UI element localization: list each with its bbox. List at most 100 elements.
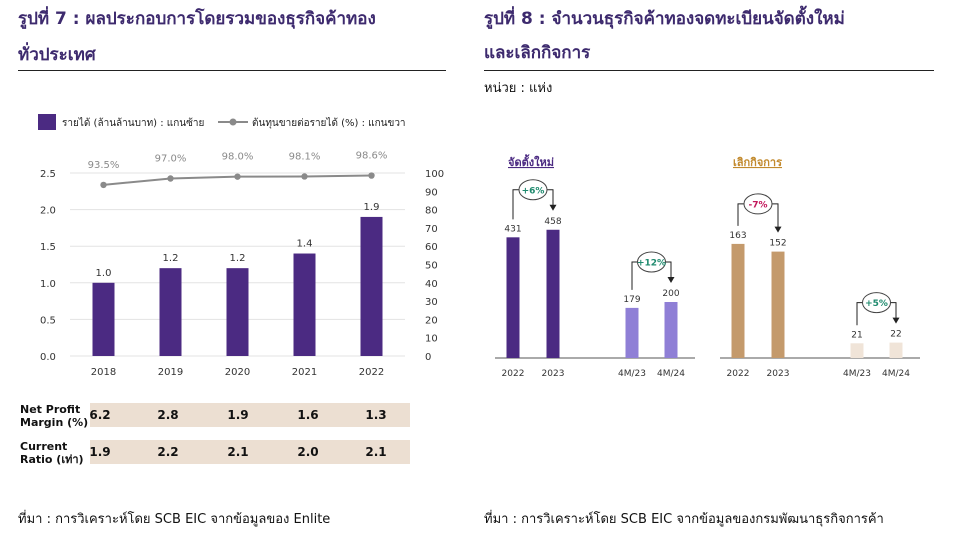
closed-bar-value: 22 xyxy=(890,330,901,340)
new-bar-value: 458 xyxy=(544,217,561,227)
closed-change-arrow xyxy=(774,226,782,233)
legend-label-cost: ต้นทุนขายต่อรายได้ (%) : แกนขวา xyxy=(252,117,406,129)
left-title-line1: รูปที่ 7 : ผลประกอบการโดยรวมของธุรกิจค้า… xyxy=(18,9,376,29)
right-title-line2: และเลิกกิจการ xyxy=(484,43,591,63)
table-cell: 1.3 xyxy=(365,408,387,422)
closed-change-badge xyxy=(862,292,891,314)
net-profit-margin-row: 6.2 2.8 1.9 1.6 1.3 xyxy=(89,403,410,427)
closed-bar-4M/24 xyxy=(889,342,903,358)
closed-bar-2022 xyxy=(731,243,745,358)
new-x-label: 2023 xyxy=(542,369,565,379)
table-row1-label: Net Profit Margin (%) xyxy=(20,403,89,429)
new-bar-2023 xyxy=(546,229,560,358)
left-title-line2: ทั่วประเทศ xyxy=(18,45,96,65)
new-bar-value: 200 xyxy=(662,289,679,299)
x-tick-label: 2019 xyxy=(158,367,183,378)
closed-x-label: 2022 xyxy=(727,369,750,379)
right-title-rule xyxy=(484,70,934,71)
y-right-tick-label: 100 xyxy=(425,169,444,180)
closed-bar-value: 152 xyxy=(769,239,786,249)
closed-change-label: -7% xyxy=(748,200,767,210)
y-right-tick-label: 30 xyxy=(425,297,438,308)
y-right-tick-label: 20 xyxy=(425,315,438,326)
y-right-tick-label: 80 xyxy=(425,206,438,217)
closed-bar-2023 xyxy=(771,251,785,358)
bar-value-label: 1.9 xyxy=(364,202,380,213)
y-right-tick-label: 10 xyxy=(425,334,438,345)
bar-revenue-2019 xyxy=(159,268,182,356)
new-change-label: +12% xyxy=(637,259,666,269)
bar-value-label: 1.2 xyxy=(163,253,179,264)
new-bar-2022 xyxy=(506,237,520,358)
table-cell: 2.1 xyxy=(227,445,249,459)
table-cell: 2.2 xyxy=(157,445,179,459)
y-right-tick-label: 0 xyxy=(425,352,431,363)
line-point-cost xyxy=(234,173,241,180)
new-change-arrow xyxy=(667,277,675,283)
left-source: ที่มา : การวิเคราะห์โดย SCB EIC จากข้อมู… xyxy=(18,512,331,527)
closed-bar-4M/23 xyxy=(850,343,864,358)
table-cell: 6.2 xyxy=(89,408,111,422)
closed-bar-value: 21 xyxy=(851,330,862,340)
table-cell: 1.9 xyxy=(89,445,111,459)
x-tick-label: 2021 xyxy=(292,367,317,378)
bar-revenue-2022 xyxy=(360,216,383,356)
new-change-arrow xyxy=(549,204,557,211)
unit-label: หน่วย : แห่ง xyxy=(484,81,553,96)
right-title-line1: รูปที่ 8 : จำนวนธุรกิจค้าทองจดทะเบียนจัด… xyxy=(484,9,845,29)
table-row2-label: Current Ratio (เท่า) xyxy=(20,440,84,466)
current-ratio-row: 1.9 2.2 2.1 2.0 2.1 xyxy=(89,440,410,464)
table-cell: 1.9 xyxy=(227,408,249,422)
new-bar-value: 431 xyxy=(504,224,521,234)
bar-value-label: 1.2 xyxy=(230,253,246,264)
y-left-tick-label: 0.5 xyxy=(40,315,56,326)
y-right-tick-label: 50 xyxy=(425,261,438,272)
line-value-label: 93.5% xyxy=(88,160,120,171)
new-x-label: 2022 xyxy=(502,369,525,379)
line-value-label: 98.0% xyxy=(222,152,254,163)
y-left-tick-label: 1.0 xyxy=(40,279,56,290)
y-right-tick-label: 60 xyxy=(425,242,438,253)
line-value-label: 98.1% xyxy=(289,151,321,162)
closed-change-badge xyxy=(743,193,773,215)
table-cell: 1.6 xyxy=(297,408,319,422)
legend-label-revenue: รายได้ (ล้านล้านบาท) : แกนซ้าย xyxy=(62,117,204,129)
new-chart-title: จัดตั้งใหม่ xyxy=(508,154,554,169)
table-cell: 2.8 xyxy=(157,408,179,422)
new-registrations-chart: จัดตั้งใหม่ 431 2022 458 2023 179 4M/23 200 4M/2… xyxy=(495,154,695,379)
line-point-cost xyxy=(301,173,308,180)
y-right-tick-label: 90 xyxy=(425,187,438,198)
bar-value-label: 1.0 xyxy=(96,268,112,279)
y-left-tick-label: 1.5 xyxy=(40,242,56,253)
y-left-tick-label: 2.0 xyxy=(40,206,56,217)
bar-value-label: 1.4 xyxy=(297,239,313,250)
right-source: ที่มา : การวิเคราะห์โดย SCB EIC จากข้อมู… xyxy=(484,512,884,527)
revenue-cost-chart: รายได้ (ล้านล้านบาท) : แกนซ้าย ต้นทุนขายต… xyxy=(38,114,444,378)
table-cell: 2.0 xyxy=(297,445,319,459)
closures-chart: เลิกกิจการ 163 2022 152 2023 21 4M/23 22 4M/24 -7… xyxy=(720,156,920,379)
line-point-cost xyxy=(100,181,107,189)
bar-revenue-2021 xyxy=(293,253,316,356)
y-right-tick-label: 70 xyxy=(425,224,438,235)
line-value-label: 97.0% xyxy=(155,153,187,164)
closed-x-label: 2023 xyxy=(767,369,790,379)
line-point-cost xyxy=(368,172,375,179)
new-bar-value: 179 xyxy=(623,295,640,305)
bar-revenue-2020 xyxy=(226,268,249,356)
y-left-tick-label: 0.0 xyxy=(40,352,56,363)
new-bar-4M/24 xyxy=(664,302,678,358)
new-bar-4M/23 xyxy=(625,307,639,358)
line-point-cost xyxy=(167,175,174,182)
left-title-rule xyxy=(18,70,446,71)
closed-change-arrow xyxy=(892,317,900,324)
new-change-badge xyxy=(637,251,666,273)
closed-bar-value: 163 xyxy=(729,231,746,241)
new-change-label: +6% xyxy=(522,186,545,196)
line-value-label: 98.6% xyxy=(356,151,388,162)
new-x-label: 4M/23 xyxy=(618,369,646,379)
table-cell: 2.1 xyxy=(365,445,387,459)
x-tick-label: 2018 xyxy=(91,367,116,378)
x-tick-label: 2020 xyxy=(225,367,250,378)
legend-swatch-revenue xyxy=(38,114,56,130)
legend-marker-cost xyxy=(229,118,237,126)
